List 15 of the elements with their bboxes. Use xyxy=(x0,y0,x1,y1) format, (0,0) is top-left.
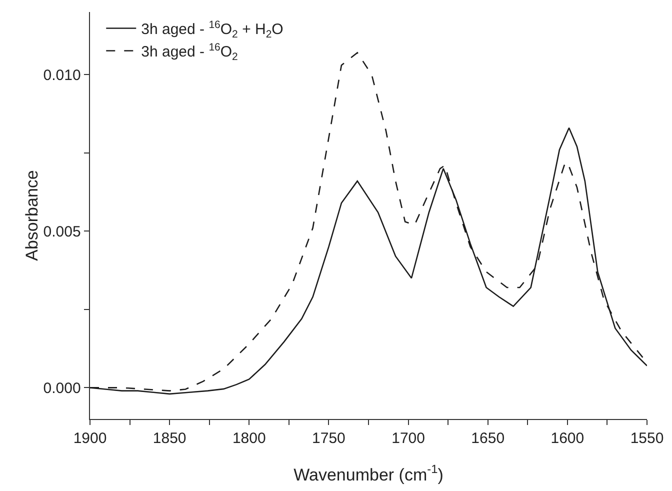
x-tick-label: 1850 xyxy=(152,430,186,448)
x-tick-label: 1750 xyxy=(312,430,346,448)
y-axis-title: Absorbance xyxy=(22,170,42,261)
x-tick-label: 1600 xyxy=(550,430,584,448)
x-tick-label: 1800 xyxy=(232,430,266,448)
legend-label: 3h aged - $^{16}$O$_{2}$ + H$_{2}$O xyxy=(141,18,284,40)
x-tick-label: 1900 xyxy=(73,430,107,448)
legend-label: 3h aged - $^{16}$O$_{2}$ xyxy=(141,41,238,63)
x-axis-title: Wavenumber (cm$^{-1}$) xyxy=(294,462,444,484)
x-tick-label: 1550 xyxy=(630,430,664,448)
y-tick-label: 0.005 xyxy=(43,223,81,240)
y-tick-label: 0.000 xyxy=(43,380,81,397)
x-tick-label: 1650 xyxy=(471,430,505,448)
x-tick-label: 1700 xyxy=(392,430,425,448)
y-tick-label: 0.010 xyxy=(43,66,81,84)
